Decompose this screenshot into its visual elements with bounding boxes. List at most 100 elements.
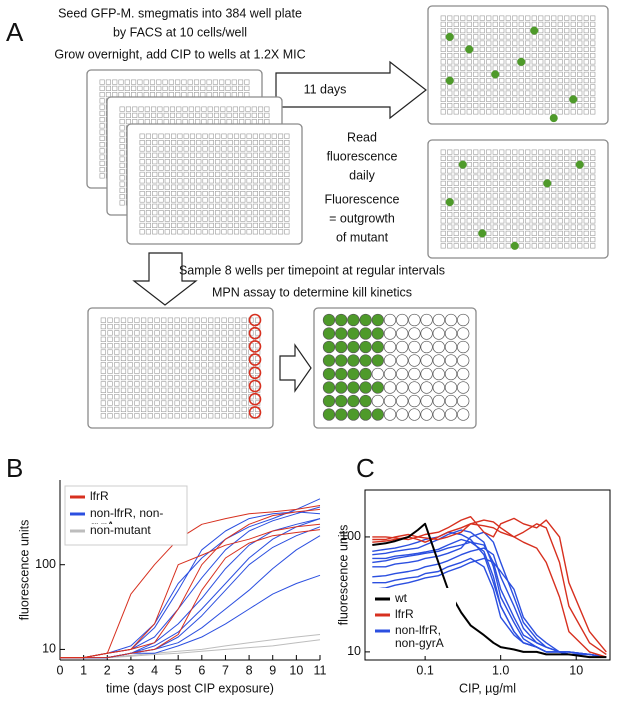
well — [196, 203, 202, 209]
well — [177, 133, 183, 139]
well — [214, 381, 220, 387]
well — [479, 162, 485, 168]
well — [447, 230, 453, 236]
well — [265, 229, 271, 235]
well — [207, 106, 213, 112]
well — [518, 243, 524, 249]
well — [551, 96, 557, 102]
well — [440, 84, 446, 90]
mpn-well — [322, 340, 336, 354]
well — [460, 34, 466, 40]
well — [570, 237, 576, 243]
well — [479, 65, 485, 71]
well — [114, 400, 120, 406]
well — [120, 413, 127, 419]
well — [208, 139, 214, 146]
well — [492, 224, 498, 230]
well — [271, 229, 277, 235]
well — [107, 400, 113, 406]
well — [453, 90, 459, 96]
well — [107, 336, 113, 342]
well — [544, 199, 550, 205]
well — [590, 162, 596, 168]
well — [152, 159, 158, 165]
well — [518, 40, 524, 46]
well — [518, 28, 524, 34]
well — [460, 40, 466, 46]
well — [164, 165, 170, 171]
legend-entry: non-mutant — [90, 524, 151, 537]
well — [214, 349, 220, 355]
well — [525, 168, 531, 174]
mpn-well — [359, 313, 372, 327]
well — [183, 190, 189, 197]
well — [208, 159, 214, 165]
well — [505, 71, 511, 77]
well — [202, 178, 208, 184]
well — [492, 34, 498, 40]
well — [447, 109, 453, 115]
well — [531, 59, 537, 65]
well — [177, 229, 183, 235]
block-arrow — [132, 252, 198, 306]
well — [499, 243, 505, 249]
well — [492, 243, 498, 249]
well — [551, 103, 557, 109]
well — [215, 190, 221, 197]
well — [590, 109, 596, 115]
well — [577, 90, 583, 96]
well — [440, 162, 446, 168]
well — [208, 349, 214, 355]
well — [158, 146, 164, 152]
well — [120, 381, 127, 387]
well — [505, 34, 511, 40]
well — [194, 362, 200, 368]
well — [124, 79, 130, 85]
mpn-well — [322, 408, 336, 421]
well — [473, 237, 479, 243]
well — [518, 199, 524, 205]
well — [154, 413, 160, 419]
well — [544, 96, 550, 102]
well — [201, 406, 207, 413]
well — [138, 106, 144, 112]
mpn-well — [347, 327, 360, 340]
well — [486, 193, 492, 199]
well — [440, 149, 446, 155]
well — [208, 406, 214, 413]
well — [119, 112, 125, 118]
well — [277, 152, 284, 158]
well — [577, 230, 583, 236]
well — [201, 112, 207, 118]
well — [525, 84, 531, 90]
mpn-well — [444, 408, 458, 421]
well — [241, 355, 247, 362]
well — [147, 336, 153, 342]
well — [183, 139, 189, 146]
well — [564, 59, 570, 65]
well — [214, 394, 220, 400]
well — [227, 146, 233, 152]
well — [144, 106, 150, 112]
well — [241, 349, 247, 355]
well — [551, 59, 557, 65]
legend-label: non-lfrR, non-gyrA — [90, 507, 164, 524]
well — [499, 71, 505, 77]
well — [570, 205, 576, 211]
well — [227, 184, 233, 190]
well — [570, 187, 576, 193]
well — [147, 413, 153, 419]
well — [164, 197, 170, 203]
well — [447, 180, 453, 186]
well — [531, 78, 537, 84]
mpn-well — [432, 408, 445, 421]
well — [518, 155, 524, 161]
mpn-well — [396, 394, 409, 408]
well — [583, 109, 589, 115]
well — [141, 323, 147, 330]
mpn-well — [371, 408, 384, 421]
well — [525, 109, 531, 115]
positive-well — [575, 160, 584, 169]
mpn-well — [371, 327, 384, 340]
